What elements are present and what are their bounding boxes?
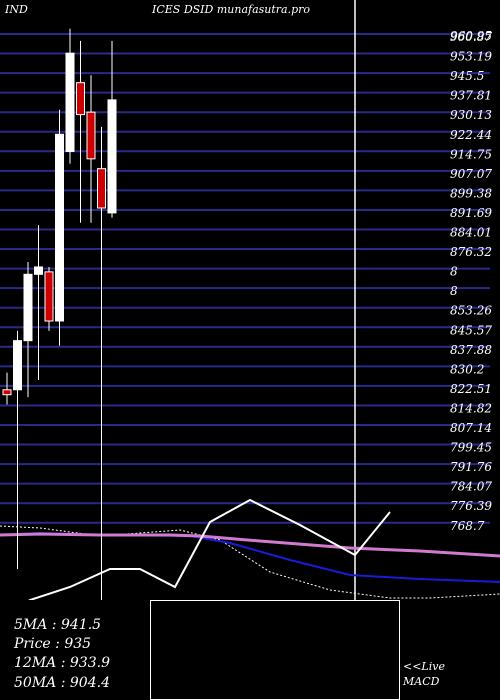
price-label: 907.07 <box>450 167 492 181</box>
price-label: 960.95 <box>450 29 492 43</box>
price-label: 830.2 <box>450 362 484 376</box>
price-label: 930.13 <box>450 108 492 122</box>
ma-5: 5MA : 941.5 <box>14 617 102 633</box>
candle-body <box>23 273 33 342</box>
price-label: 914.75 <box>450 147 492 161</box>
price-label: 853.26 <box>450 304 492 318</box>
price-label: 891.69 <box>450 206 492 220</box>
price-label: 876.32 <box>450 245 492 259</box>
price-label: 822.51 <box>450 382 492 396</box>
price-label: 945.5 <box>450 69 484 83</box>
candle-body <box>76 82 85 116</box>
macd-live-label: <<Live <box>403 660 445 673</box>
price-label: 899.38 <box>450 186 492 200</box>
ma-pink-line <box>0 532 500 558</box>
candle-body <box>97 168 106 209</box>
price-label: 807.14 <box>450 421 492 435</box>
candle-body <box>13 340 22 391</box>
price-label: 845.57 <box>450 323 492 337</box>
price-label: 768.7 <box>450 519 485 533</box>
candle-body <box>86 111 96 160</box>
candle-body <box>107 99 117 214</box>
price-label: 814.82 <box>450 401 492 415</box>
price-label: 8 <box>450 284 458 298</box>
price-line <box>0 498 391 618</box>
moving-average-panel: 5MA : 941.5 Price : 935 12MA : 933.9 50M… <box>0 600 150 700</box>
ma-price: Price : 935 <box>14 636 92 652</box>
ma-12: 12MA : 933.9 <box>14 655 110 671</box>
price-label: 960.87 <box>450 30 492 44</box>
ma-50: 50MA : 904.4 <box>14 675 110 691</box>
price-label: 799.45 <box>450 441 492 455</box>
price-label: 953.19 <box>450 50 492 64</box>
price-label: 8 <box>450 265 458 279</box>
price-label: 937.81 <box>450 89 492 103</box>
price-label: 791.76 <box>450 460 492 474</box>
price-label: 837.88 <box>450 343 492 357</box>
candle-body <box>34 266 43 275</box>
chart-header-right: ICES DSID munafasutra.pro <box>152 3 311 16</box>
price-label: 776.39 <box>450 499 492 513</box>
price-label: 784.07 <box>450 480 492 494</box>
candle-body <box>44 271 54 322</box>
macd-label: MACD <box>403 675 440 688</box>
chart-header-left: IND <box>5 3 28 16</box>
macd-panel <box>150 600 400 700</box>
candle-body <box>65 52 75 152</box>
price-label: 922.44 <box>450 128 492 142</box>
ma-gray-line <box>0 525 500 599</box>
candle-body <box>55 133 64 322</box>
candle-body <box>2 389 12 396</box>
price-label: 884.01 <box>450 226 492 240</box>
